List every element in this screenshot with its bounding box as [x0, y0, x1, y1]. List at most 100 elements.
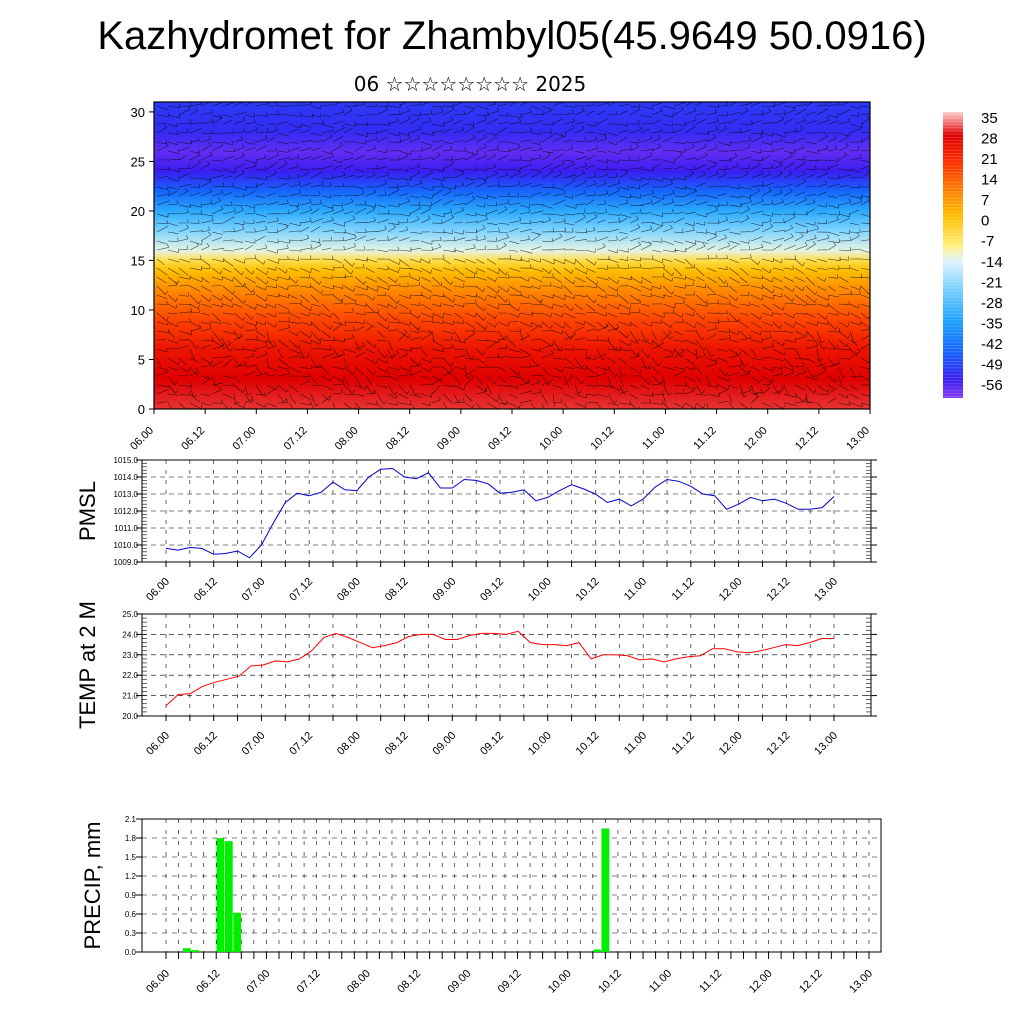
colorbar-label: 35 [981, 110, 998, 127]
precip-bar [216, 838, 225, 952]
colorbar-label: -21 [981, 274, 1003, 291]
cross-x-tick-label: 10.12 [588, 425, 616, 453]
colorbar-label: 21 [981, 151, 998, 168]
precip-bar [233, 912, 242, 952]
pmsl-y-tick-label: 1015.0 [114, 456, 139, 465]
cross-x-tick-label: 08.00 [333, 425, 361, 453]
precip-x-tick-label: 06.00 [144, 968, 172, 996]
cross-section-panel: 0 5 10 15 20 25 30 06.00 06.12 07.00 07.12 08.00 08.… [128, 101, 872, 453]
cross-x-tick-label: 09.12 [486, 425, 514, 453]
temp-y-tick-label: 25.0 [122, 610, 138, 619]
pmsl-ylabel: PMSL [75, 481, 100, 541]
precip-frame [141, 818, 882, 953]
cross-x-tick-label: 09.00 [435, 425, 463, 453]
precip-y-tick-label: 1.5 [125, 853, 137, 862]
cross-y-tick-label: 30 [131, 105, 145, 120]
pmsl-x-tick-label: 11.00 [622, 576, 649, 603]
temp-x-tick-label: 07.12 [287, 730, 315, 758]
precip-y-tick-label: 0.6 [125, 910, 137, 919]
temp-x-tick-label: 08.12 [383, 730, 411, 758]
cross-x-tick-label: 12.12 [793, 425, 821, 453]
temp-x-tick-label: 06.00 [144, 730, 172, 758]
precip-bar [601, 828, 610, 952]
pmsl-y-tick-label: 1009.0 [114, 558, 139, 567]
precip-bar [224, 841, 233, 952]
chart-title: Kazhydromet for Zhambyl05(45.9649 50.091… [97, 14, 927, 58]
temp-x-tick-label: 06.12 [192, 730, 220, 758]
cross-y-tick-label: 10 [131, 303, 145, 318]
temp-y-tick-label: 23.0 [122, 651, 138, 660]
colorbar: 35 28 21 14 7 0 -7 -14 -21 -28 -35 -42 -49 -56 [943, 110, 1003, 398]
precip-x-tick-label: 08.00 [345, 968, 373, 996]
pmsl-x-tick-label: 09.00 [430, 576, 458, 604]
temp-ylabel: TEMP at 2 M [75, 601, 100, 729]
cross-y-tick-label: 15 [131, 253, 145, 268]
precip-x-tick-label: 11.12 [697, 968, 724, 995]
pmsl-y-tick-label: 1013.0 [114, 490, 139, 499]
pmsl-x-tick-label: 13.00 [812, 576, 840, 604]
temp-frame [141, 613, 872, 717]
precip-x-tick-label: 09.12 [496, 968, 524, 996]
cross-x-tick-label: 07.12 [282, 425, 310, 453]
precip-x-tick-label: 09.00 [445, 968, 473, 996]
temp-x-tick-label: 11.12 [670, 730, 697, 757]
temp-y-tick-label: 22.0 [122, 671, 138, 680]
pmsl-x-tick-label: 07.00 [240, 576, 268, 604]
cross-y-tick-label: 5 [138, 352, 145, 367]
precip-ylabel: PRECIP, mm [80, 822, 105, 950]
pmsl-x-tick-label: 08.12 [383, 576, 411, 604]
pmsl-x-tick-label: 10.12 [574, 576, 602, 604]
precip-panel: 0.0 0.3 0.6 0.9 1.2 1.5 1.8 2.1 06.00 06.12 07.00 0… [80, 815, 882, 996]
pmsl-x-tick-label: 09.12 [478, 576, 506, 604]
precip-bar [183, 948, 191, 952]
temp-x-tick-label: 10.00 [526, 730, 554, 758]
pmsl-y-tick-label: 1011.0 [114, 524, 138, 533]
precip-x-tick-label: 10.12 [596, 968, 624, 996]
temp-x-tick-label: 13.00 [812, 730, 840, 758]
cross-x-tick-label: 06.00 [128, 425, 156, 453]
colorbar-label: 28 [981, 131, 998, 148]
colorbar-label: -28 [981, 295, 1003, 312]
cross-x-tick-label: 07.00 [230, 425, 258, 453]
precip-x-tick-label: 13.00 [847, 968, 875, 996]
cross-x-tick-label: 10.00 [537, 425, 565, 453]
temp-x-tick-label: 09.00 [430, 730, 458, 758]
precip-y-tick-label: 0.9 [125, 891, 137, 900]
temp-x-tick-label: 07.00 [240, 730, 268, 758]
colorbar-label: 7 [981, 192, 989, 209]
cross-x-tick-label: 06.12 [179, 425, 207, 453]
precip-y-tick-label: 0.0 [125, 948, 137, 957]
precip-bar [593, 949, 601, 952]
cross-x-tick-label: 12.00 [742, 425, 770, 453]
temp-y-tick-label: 20.0 [122, 712, 138, 721]
temp-x-tick-label: 08.00 [335, 730, 363, 758]
temp-x-tick-label: 10.12 [574, 730, 602, 758]
cross-x-tick-label: 08.12 [384, 425, 412, 453]
temp-panel: 20.0 21.0 22.0 23.0 24.0 25.0 06.00 06.12 07.00 0… [75, 601, 877, 758]
pmsl-x-tick-label: 12.12 [764, 576, 792, 604]
cross-x-tick-label: 13.00 [844, 425, 872, 453]
pmsl-y-tick-label: 1012.0 [114, 507, 139, 516]
colorbar-label: -35 [981, 315, 1003, 332]
pmsl-x-tick-label: 11.12 [670, 576, 697, 603]
precip-y-tick-label: 1.2 [125, 872, 137, 881]
precip-x-tick-label: 07.12 [295, 968, 323, 996]
colorbar-label: -7 [981, 233, 994, 250]
colorbar-label: -42 [981, 336, 1003, 353]
precip-x-tick-label: 11.00 [647, 968, 674, 995]
temp-x-tick-label: 12.00 [717, 730, 745, 758]
precip-x-tick-label: 08.12 [395, 968, 423, 996]
pmsl-x-tick-label: 06.00 [144, 576, 172, 604]
cross-x-tick-label: 11.00 [640, 425, 667, 452]
precip-y-tick-label: 2.1 [125, 815, 137, 824]
precip-x-tick-label: 10.00 [546, 968, 574, 996]
pmsl-series-line [165, 467, 835, 559]
colorbar-bands [943, 114, 963, 397]
pmsl-x-tick-label: 08.00 [335, 576, 363, 604]
precip-x-tick-label: 06.12 [194, 968, 222, 996]
colorbar-label: -49 [981, 356, 1003, 373]
pmsl-x-tick-label: 07.12 [287, 576, 315, 604]
precip-y-tick-label: 1.8 [125, 834, 137, 843]
temp-y-tick-label: 24.0 [122, 630, 138, 639]
